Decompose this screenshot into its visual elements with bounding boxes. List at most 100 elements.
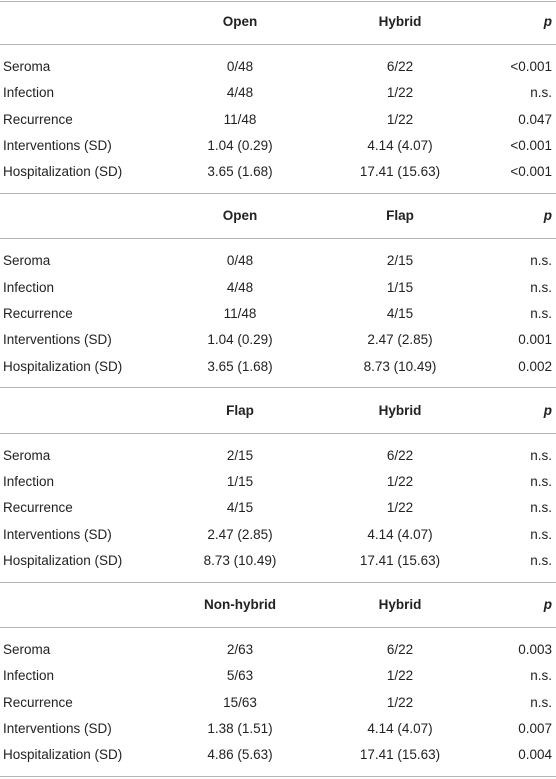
row-label: Recurrence <box>3 694 73 710</box>
cell-value: 17.41 (15.63) <box>359 164 441 180</box>
column-header: Hybrid <box>378 14 422 29</box>
rule <box>0 626 556 628</box>
cell-value: 11/48 <box>223 111 257 127</box>
cell-value: 4.14 (4.07) <box>367 720 433 736</box>
cell-value: 5/63 <box>226 668 254 684</box>
cell-value: 1/22 <box>386 668 414 684</box>
cell-value: 4/15 <box>226 500 254 516</box>
cell-value: 0.003 <box>518 641 552 657</box>
cell-value: 6/22 <box>386 447 414 463</box>
row-label: Seroma <box>3 641 51 657</box>
cell-value: 1/15 <box>386 279 414 295</box>
cell-value: 1/22 <box>386 500 414 516</box>
cell-value: 0/48 <box>226 59 254 74</box>
cell-value: 1/15 <box>226 473 254 489</box>
cell-value: 1/22 <box>386 473 414 489</box>
row-label: Infection <box>3 279 55 295</box>
cell-value: n.s. <box>530 694 552 710</box>
column-header: Hybrid <box>378 402 422 418</box>
cell-value: 0/48 <box>226 253 254 269</box>
cell-value: n.s. <box>530 85 552 101</box>
rule <box>0 387 556 389</box>
cell-value: 0.002 <box>518 358 552 374</box>
row-label: Recurrence <box>3 500 73 516</box>
rule <box>0 193 556 194</box>
cell-value: <0.001 <box>510 164 552 180</box>
cell-value: 11/48 <box>223 305 257 321</box>
cell-value: 8.73 (10.49) <box>363 358 437 374</box>
cell-value: 17.41 (15.63) <box>359 552 441 568</box>
cell-value: <0.001 <box>510 59 552 74</box>
cell-value: n.s. <box>530 305 552 321</box>
cell-value: 2/63 <box>226 641 254 657</box>
column-header: Non-hybrid <box>204 596 276 612</box>
rule <box>0 775 556 777</box>
column-header: Flap <box>226 402 254 418</box>
row-label: Interventions (SD) <box>3 137 112 153</box>
rule <box>0 432 556 434</box>
row-label: Hospitalization (SD) <box>3 164 123 180</box>
p-header: p <box>543 208 552 224</box>
rule <box>0 1 556 2</box>
row-label: Interventions (SD) <box>3 526 112 542</box>
cell-value: <0.001 <box>510 137 552 153</box>
cell-value: 1.04 (0.29) <box>207 332 273 348</box>
cell-value: 4/48 <box>226 85 254 101</box>
cell-value: 17.41 (15.63) <box>359 747 441 763</box>
p-header: p <box>543 596 552 612</box>
cell-value: n.s. <box>530 447 552 463</box>
cell-value: n.s. <box>530 668 552 684</box>
row-label: Interventions (SD) <box>3 332 112 348</box>
p-header: p <box>543 402 552 418</box>
cell-value: 3.65 (1.68) <box>207 164 273 180</box>
cell-value: 3.65 (1.68) <box>207 358 273 374</box>
cell-value: 0.001 <box>518 332 552 348</box>
cell-value: 8.73 (10.49) <box>203 552 277 568</box>
cell-value: 0.004 <box>518 747 552 763</box>
cell-value: 1.38 (1.51) <box>207 720 273 736</box>
cell-value: 0.047 <box>518 111 552 127</box>
cell-value: 0.007 <box>518 720 552 736</box>
row-label: Infection <box>3 668 55 684</box>
cell-value: 4/48 <box>226 279 254 295</box>
rule <box>0 44 556 45</box>
row-label: Seroma <box>3 253 51 269</box>
row-label: Recurrence <box>3 111 73 127</box>
row-label: Infection <box>3 85 55 101</box>
cell-value: 2.47 (2.85) <box>207 526 273 542</box>
cell-value: 4/15 <box>386 305 414 321</box>
cell-value: 4.14 (4.07) <box>367 526 433 542</box>
cell-value: 6/22 <box>386 641 414 657</box>
cell-value: 4.86 (5.63) <box>207 747 273 763</box>
column-header: Open <box>222 14 258 29</box>
cell-value: 4.14 (4.07) <box>367 137 433 153</box>
row-label: Seroma <box>3 447 51 463</box>
cell-value: 2.47 (2.85) <box>367 332 433 348</box>
column-header: Open <box>222 208 258 224</box>
cell-value: n.s. <box>530 473 552 489</box>
cell-value: 6/22 <box>386 59 414 74</box>
rule <box>0 238 556 240</box>
rule <box>0 581 556 583</box>
column-header: Hybrid <box>378 596 422 612</box>
row-label: Infection <box>3 473 55 489</box>
row-label: Hospitalization (SD) <box>3 552 123 568</box>
row-label: Hospitalization (SD) <box>3 358 123 374</box>
row-label: Hospitalization (SD) <box>3 747 123 763</box>
cell-value: n.s. <box>530 526 552 542</box>
column-header: Flap <box>386 208 414 224</box>
cell-value: 2/15 <box>226 447 254 463</box>
cell-value: n.s. <box>530 279 552 295</box>
cell-value: 2/15 <box>386 253 414 269</box>
row-label: Interventions (SD) <box>3 720 112 736</box>
cell-value: 1.04 (0.29) <box>207 137 273 153</box>
cell-value: 1/22 <box>386 85 414 101</box>
cell-value: n.s. <box>530 552 552 568</box>
row-label: Seroma <box>3 59 51 74</box>
p-header: p <box>543 14 552 29</box>
cell-value: 15/63 <box>223 694 257 710</box>
row-label: Recurrence <box>3 305 73 321</box>
cell-value: n.s. <box>530 500 552 516</box>
cell-value: 1/22 <box>386 694 414 710</box>
